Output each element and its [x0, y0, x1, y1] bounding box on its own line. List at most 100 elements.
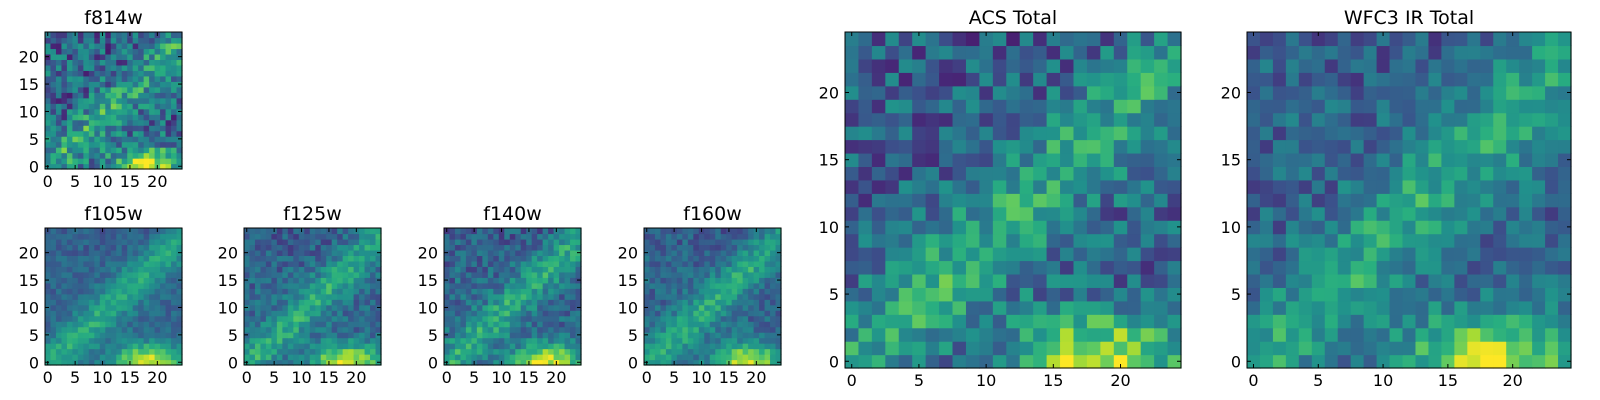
y-tick-label: 15 [418, 271, 438, 290]
heatmap-cell [88, 125, 95, 132]
heatmap-cell [72, 37, 79, 44]
heatmap-cell [50, 125, 57, 132]
heatmap-cell [898, 45, 913, 60]
heatmap-cell [342, 288, 349, 295]
heatmap-cell [116, 228, 123, 235]
heatmap-cell [287, 299, 294, 306]
heatmap-cell [116, 282, 123, 289]
heatmap-cell [1127, 179, 1142, 194]
heatmap-cell [965, 287, 980, 302]
y-tick-label: 0 [29, 353, 39, 372]
heatmap-cell [444, 260, 451, 267]
heatmap-cell [885, 314, 900, 329]
heatmap-cell [925, 139, 940, 154]
heatmap-cell [282, 238, 289, 246]
heatmap-cell [665, 293, 672, 300]
heatmap-cell [1272, 327, 1287, 342]
heatmap-cell [753, 310, 760, 317]
heatmap-cell [482, 299, 489, 306]
heatmap-cell [331, 326, 338, 333]
heatmap-cell [1389, 354, 1404, 369]
heatmap-cell [61, 81, 68, 88]
heatmap-cell [1493, 247, 1507, 262]
heatmap-cell [1006, 45, 1021, 60]
heatmap-cell [61, 244, 68, 251]
heatmap-cell [759, 359, 766, 366]
heatmap-cell [61, 266, 68, 273]
heatmap-cell [94, 70, 101, 77]
heatmap-cell [265, 354, 272, 361]
heatmap-cell [682, 228, 689, 235]
heatmap-cell [375, 337, 382, 344]
heatmap-cell [72, 277, 79, 284]
heatmap-cell [265, 315, 272, 322]
heatmap-cell [465, 255, 472, 262]
heatmap-cell [77, 315, 84, 322]
heatmap-cell [1247, 152, 1261, 167]
heatmap-cell [260, 304, 267, 311]
heatmap-cell [1428, 300, 1442, 315]
heatmap-cell [72, 64, 79, 71]
heatmap-cell [132, 86, 139, 93]
heatmap-cell [66, 97, 73, 104]
heatmap-cell [99, 103, 106, 110]
heatmap-cell [1006, 32, 1021, 47]
heatmap-cell [444, 299, 451, 306]
heatmap-cell [94, 277, 101, 284]
heatmap-cell [320, 299, 327, 306]
heatmap-cell [353, 277, 360, 284]
heatmap-cell [282, 288, 289, 295]
heatmap-cell [1376, 341, 1391, 356]
heatmap-cell [687, 321, 694, 328]
heatmap-cell [564, 277, 571, 284]
heatmap-cell [110, 244, 117, 251]
heatmap-cell [482, 310, 489, 317]
heatmap-cell [726, 260, 733, 267]
heatmap-cell [61, 103, 68, 110]
heatmap-cell [83, 321, 90, 328]
heatmap-cell [709, 332, 716, 339]
heatmap-cell [858, 220, 873, 235]
heatmap-cell [1454, 314, 1468, 329]
heatmap-cell [704, 310, 711, 317]
heatmap-cell [979, 152, 994, 167]
heatmap-cell [1467, 354, 1481, 369]
heatmap-cell [526, 293, 533, 300]
heatmap-cell [331, 310, 338, 317]
y-tick-label: 10 [618, 298, 638, 317]
heatmap-cell [375, 255, 382, 262]
heatmap-cell [676, 271, 683, 278]
heatmap-cell [515, 337, 522, 344]
heatmap-cell [359, 288, 366, 295]
heatmap-cell [965, 273, 980, 288]
heatmap-cell [1154, 193, 1169, 208]
heatmap-cell [498, 288, 505, 295]
heatmap-cell [912, 166, 927, 181]
heatmap-cell [375, 354, 382, 361]
heatmap-cell [1113, 32, 1128, 47]
heatmap-cell [471, 354, 478, 361]
heatmap-cell [50, 103, 57, 110]
heatmap-cell [871, 220, 886, 235]
heatmap-cell [531, 326, 538, 333]
heatmap-cell [644, 321, 651, 328]
heatmap-cell [138, 108, 145, 115]
heatmap-cell [925, 206, 940, 221]
heatmap-cell [293, 304, 300, 311]
heatmap-cell [487, 233, 494, 240]
heatmap-cell [1247, 179, 1261, 194]
heatmap-cell [748, 271, 755, 278]
heatmap-cell [444, 282, 451, 289]
heatmap-cell [1311, 247, 1326, 262]
heatmap-cell [116, 92, 123, 99]
heatmap-cell [520, 238, 527, 246]
heatmap-cell [731, 310, 738, 317]
y-tick-label: 5 [29, 326, 39, 345]
heatmap-cell [276, 255, 283, 262]
heatmap-cell [1545, 99, 1559, 114]
heatmap-cell [1272, 179, 1287, 194]
heatmap-cell [912, 287, 927, 302]
heatmap-cell [476, 354, 483, 361]
heatmap-cell [1033, 112, 1048, 127]
heatmap-cell [105, 92, 112, 99]
